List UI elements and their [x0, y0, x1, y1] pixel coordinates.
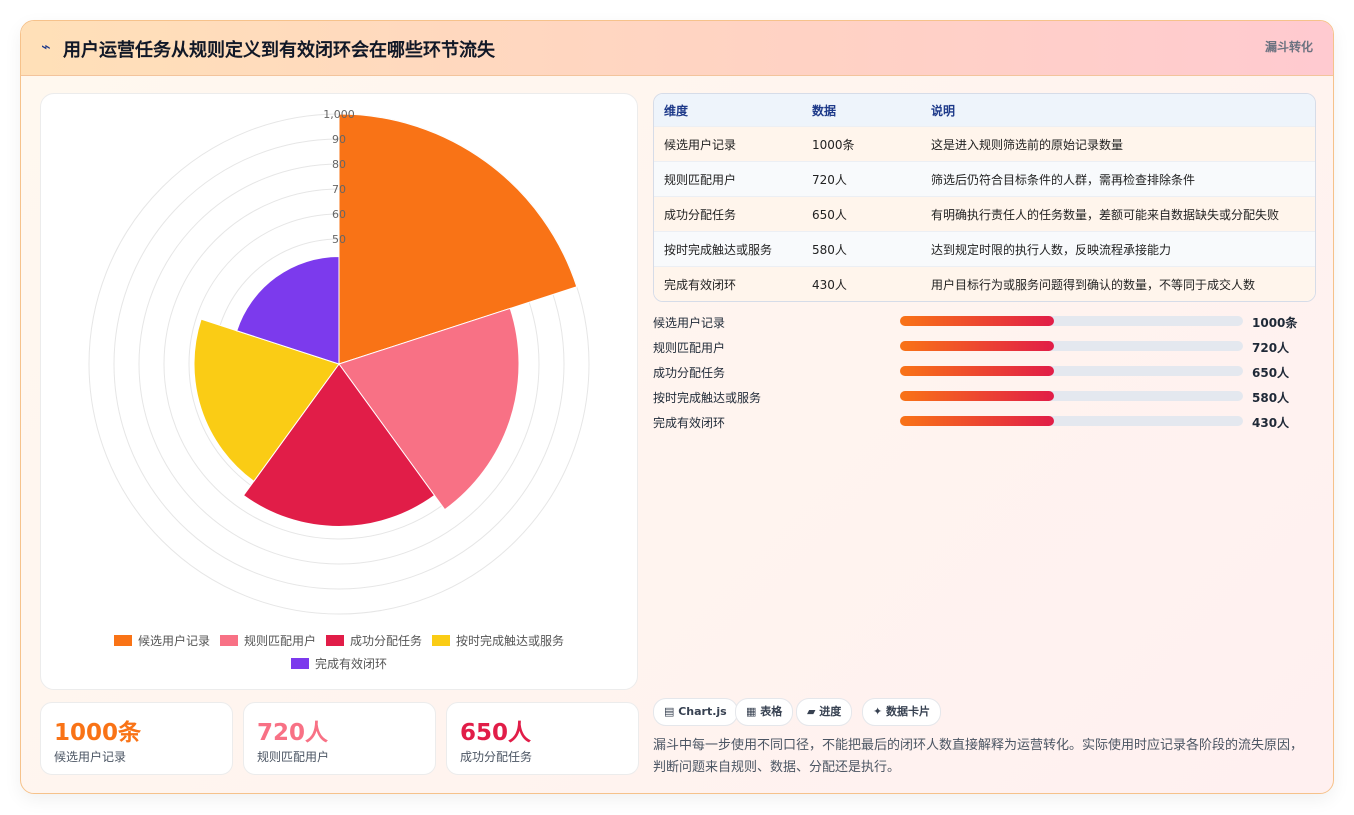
legend-swatch — [113, 635, 132, 646]
footnote: 漏斗中每一步使用不同口径，不能把最后的闭环人数直接解释为运营转化。实际使用时应记… — [653, 738, 1304, 775]
stat-value: 1000条 — [54, 720, 142, 746]
progress-row: 成功分配任务 650人 — [653, 362, 1333, 382]
stat-label: 规则匹配用户 — [257, 750, 330, 764]
polar-slice[interactable] — [338, 113, 578, 365]
radial-tick-label: 50 — [332, 233, 346, 246]
progress-value: 720人 — [1252, 341, 1290, 355]
table-cell: 580人 — [812, 231, 931, 267]
stat-label: 候选用户记录 — [54, 750, 127, 764]
progress-value: 580人 — [1252, 391, 1290, 405]
legend-label: 候选用户记录 — [137, 634, 210, 648]
progress-label: 完成有效闭环 — [653, 416, 726, 430]
radial-tick-label: 80 — [332, 158, 346, 171]
table-cell: 1000条 — [812, 126, 931, 162]
funnel-table: 维度 数据 说明 候选用户记录 1000条 这是进入规则筛选前的原始记录数量 规… — [653, 93, 1316, 302]
progress-fill — [900, 316, 1055, 326]
table-cell: 完成有效闭环 — [654, 266, 812, 301]
bolt-icon: ⌁ — [41, 37, 51, 56]
stat-card-assigned: 650人 成功分配任务 — [446, 702, 639, 775]
legend-item[interactable]: 规则匹配用户 — [219, 632, 316, 649]
legend-swatch — [219, 635, 238, 646]
progress-fill — [900, 341, 1055, 351]
polar-chart-panel: 50 60 70 80 90 1,000 候选用户记录 规则匹配用户 成功分配任务 按时完成触达… — [40, 93, 638, 690]
progress-row: 规则匹配用户 720人 — [653, 337, 1333, 357]
progress-label: 规则匹配用户 — [653, 341, 726, 355]
progress-fill — [900, 391, 1055, 401]
progress-value: 430人 — [1252, 416, 1290, 430]
table-row: 候选用户记录 1000条 这是进入规则筛选前的原始记录数量 — [654, 126, 1315, 162]
radial-tick-label: 90 — [332, 133, 346, 146]
progress-track — [900, 366, 1243, 376]
progress-label: 成功分配任务 — [653, 366, 726, 380]
table-row: 成功分配任务 650人 有明确执行责任人的任务数量，差额可能来自数据缺失或分配失… — [654, 196, 1315, 232]
progress-label: 候选用户记录 — [653, 316, 726, 330]
legend-item[interactable]: 按时完成触达或服务 — [432, 632, 564, 649]
chip-table[interactable]: ▦ 表格 — [735, 698, 794, 726]
progress-value: 1000条 — [1252, 316, 1298, 330]
table-cell: 按时完成触达或服务 — [654, 231, 812, 267]
legend-label: 按时完成触达或服务 — [456, 634, 565, 648]
table-row: 按时完成触达或服务 580人 达到规定时限的执行人数，反映流程承接能力 — [654, 231, 1315, 267]
header: ⌁ 用户运营任务从规则定义到有效闭环会在哪些环节流失 漏斗转化 — [21, 21, 1333, 76]
progress-track — [900, 416, 1243, 426]
table-cell: 430人 — [812, 266, 931, 301]
stat-value: 650人 — [460, 720, 532, 746]
progress-fill — [900, 366, 1055, 376]
legend-swatch — [432, 635, 451, 646]
polar-slice[interactable] — [242, 363, 436, 527]
legend-label: 完成有效闭环 — [314, 657, 387, 671]
table-row: 完成有效闭环 430人 用户目标行为或服务问题得到确认的数量，不等同于成交人数 — [654, 266, 1315, 301]
table-cell: 这是进入规则筛选前的原始记录数量 — [931, 126, 1315, 162]
progress-value: 650人 — [1252, 366, 1290, 380]
legend-swatch — [290, 658, 309, 669]
chart-legend: 候选用户记录 规则匹配用户 成功分配任务 按时完成触达或服务 完成有效闭环 — [41, 629, 637, 675]
page-title: 用户运营任务从规则定义到有效闭环会在哪些环节流失 — [63, 40, 495, 61]
progress-row: 候选用户记录 1000条 — [653, 312, 1333, 332]
legend-item[interactable]: 完成有效闭环 — [290, 655, 387, 672]
polar-slice[interactable] — [236, 255, 340, 365]
table-cell: 达到规定时限的执行人数，反映流程承接能力 — [931, 231, 1315, 267]
table-cell: 规则匹配用户 — [654, 161, 812, 197]
chip-progress[interactable]: ▰ 进度 — [796, 698, 853, 726]
stat-card-candidates: 1000条 候选用户记录 — [40, 702, 233, 775]
progress-row: 完成有效闭环 430人 — [653, 412, 1333, 432]
stat-label: 成功分配任务 — [460, 750, 533, 764]
progress-fill — [900, 416, 1055, 426]
radial-tick-label: 1,000 — [323, 108, 355, 121]
stat-card-matched: 720人 规则匹配用户 — [243, 702, 436, 775]
table-cell: 成功分配任务 — [654, 196, 812, 232]
table-header-data: 数据 — [812, 94, 931, 127]
radial-tick-label: 70 — [332, 183, 346, 196]
polar-area-chart: 50 60 70 80 90 1,000 — [88, 108, 590, 615]
progress-track — [900, 341, 1243, 351]
table-cell: 650人 — [812, 196, 931, 232]
table-row: 规则匹配用户 720人 筛选后仍符合目标条件的人群，需再检查排除条件 — [654, 161, 1315, 197]
legend-swatch — [326, 635, 344, 646]
table-cell: 候选用户记录 — [654, 126, 812, 162]
polar-slice[interactable] — [193, 318, 340, 483]
progress-label: 按时完成触达或服务 — [653, 391, 762, 405]
polar-slice[interactable] — [338, 307, 520, 511]
progress-track — [900, 316, 1243, 326]
table-cell: 用户目标行为或服务问题得到确认的数量，不等同于成交人数 — [931, 266, 1315, 301]
legend-item[interactable]: 候选用户记录 — [113, 632, 210, 649]
table-cell: 720人 — [812, 161, 931, 197]
table-header-dimension: 维度 — [654, 94, 812, 127]
main-card: ⌁ 用户运营任务从规则定义到有效闭环会在哪些环节流失 漏斗转化 50 60 70 80… — [20, 20, 1334, 794]
chip-data-cards[interactable]: ✦ 数据卡片 — [862, 698, 942, 726]
stat-value: 720人 — [257, 720, 329, 746]
category-tag: 漏斗转化 — [1264, 40, 1313, 54]
radial-tick-label: 60 — [332, 208, 346, 221]
progress-track — [900, 391, 1243, 401]
progress-row: 按时完成触达或服务 580人 — [653, 387, 1333, 407]
legend-label: 规则匹配用户 — [243, 634, 316, 648]
table-cell: 有明确执行责任人的任务数量，差额可能来自数据缺失或分配失败 — [931, 196, 1315, 232]
legend-item[interactable]: 成功分配任务 — [326, 632, 422, 649]
legend-label: 成功分配任务 — [350, 634, 423, 648]
table-cell: 筛选后仍符合目标条件的人群，需再检查排除条件 — [931, 161, 1315, 197]
table-header-note: 说明 — [931, 94, 1315, 127]
chip-chartjs[interactable]: ▤ Chart.js — [653, 698, 738, 726]
